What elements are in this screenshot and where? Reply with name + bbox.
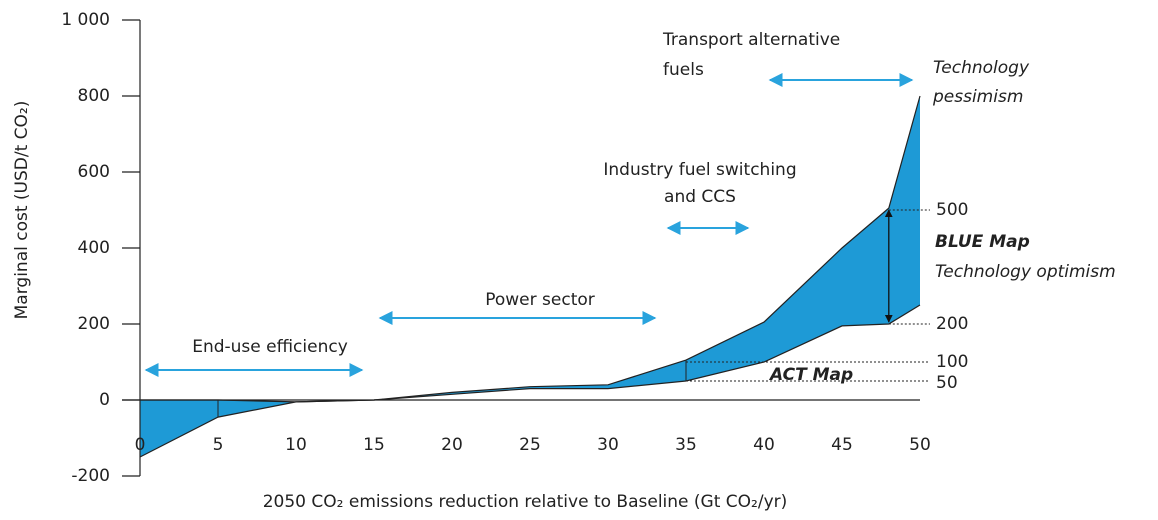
x-tick-label: 35 [675,435,697,455]
x-tick-label: 30 [597,435,619,455]
annotation: fuels [663,60,704,80]
series-label: Technology optimism [935,262,1116,282]
y-tick-label: 400 [78,238,110,258]
annotation: End-use efficiency [192,337,348,357]
x-axis-label: 2050 CO₂ emissions reduction relative to… [263,492,788,512]
y-tick-label: 1 000 [61,10,110,30]
series-line [139,304,921,458]
annotation: Industry fuel switching [603,160,796,180]
x-tick-label: 0 [135,435,146,455]
y-tick-label: 200 [78,314,110,334]
series-line [140,95,921,403]
x-tick-label: 15 [363,435,385,455]
series-label: BLUE Map [935,232,1030,252]
reference-label: 100 [936,352,968,372]
annotation: and CCS [664,187,736,207]
annotation: Power sector [485,290,595,310]
y-tick-label: 800 [78,86,110,106]
y-tick-label: 0 [99,390,110,410]
y-tick-label: -200 [71,466,110,486]
y-tick-label: 600 [78,162,110,182]
reference-label: 500 [936,200,968,220]
x-tick-label: 40 [753,435,775,455]
x-tick-label: 10 [285,435,307,455]
reference-label: 50 [936,373,958,393]
series-label: Technology [933,58,1030,78]
x-tick-label: 25 [519,435,541,455]
series-label: pessimism [932,87,1023,107]
reference-label: 200 [936,314,968,334]
reference-name: ACT Map [768,365,853,385]
x-tick-label: 5 [213,435,224,455]
annotation: Transport alternative [662,30,840,50]
x-tick-label: 20 [441,435,463,455]
band-fill [140,96,920,457]
x-tick-label: 45 [831,435,853,455]
x-tick-label: 50 [909,435,931,455]
y-axis-label: Marginal cost (USD/t CO₂) [12,101,32,320]
